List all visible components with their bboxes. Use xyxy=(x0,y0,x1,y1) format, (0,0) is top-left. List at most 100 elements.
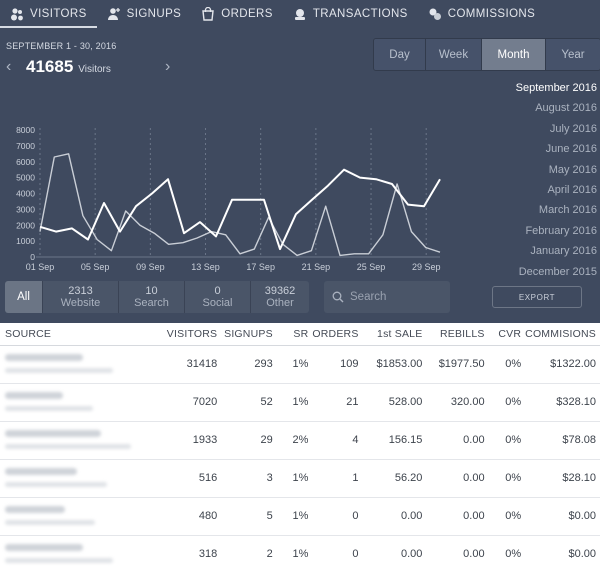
search-box xyxy=(324,281,450,313)
cell-signups: 293 xyxy=(221,344,277,383)
cell-sr: 2% xyxy=(276,420,313,459)
tab-signups[interactable]: SIGNUPS xyxy=(97,0,192,28)
cell-visitors: 318 xyxy=(163,534,222,573)
column-header[interactable]: COMMISIONS xyxy=(525,327,596,340)
y-tick-label: 7000 xyxy=(16,141,35,151)
column-header[interactable]: REBILLS xyxy=(439,327,485,340)
table-row[interactable]: 516 3 1% 1 56.20 0.00 0% $28.10 xyxy=(0,458,600,497)
cell-commissions: $78.08 xyxy=(525,420,600,459)
y-tick-label: 6000 xyxy=(16,157,35,167)
cell-first-sale: 0.00 xyxy=(362,534,427,573)
cell-visitors: 516 xyxy=(163,458,222,497)
x-tick-label: 21 Sep xyxy=(302,262,331,272)
y-tick-label: 3000 xyxy=(16,204,35,214)
source-cell-redacted xyxy=(0,458,164,497)
filter-label: Website xyxy=(60,297,101,309)
filter-label: All xyxy=(17,291,30,303)
cell-cvr: 0% xyxy=(488,344,526,383)
cell-sr: 1% xyxy=(276,382,313,421)
tab-visitors[interactable]: VISITORS xyxy=(0,0,97,28)
chevron-left-icon[interactable]: ‹ xyxy=(6,58,12,75)
source-filter-group: All 2313 Website 10 Search 0 Social 3936… xyxy=(5,281,309,313)
x-tick-label: 01 Sep xyxy=(26,262,55,272)
source-cell-redacted xyxy=(0,420,164,459)
month-item[interactable]: May 2016 xyxy=(548,163,597,176)
cell-orders: 21 xyxy=(312,382,363,421)
filter-all-button[interactable]: All xyxy=(5,281,43,313)
cell-sr: 1% xyxy=(276,344,313,383)
filter-count: 10 xyxy=(145,285,158,297)
visitor-count: 41685 xyxy=(26,57,74,76)
month-item[interactable]: April 2016 xyxy=(547,183,597,196)
table-row[interactable]: 7020 52 1% 21 528.00 320.00 0% $328.10 xyxy=(0,382,600,421)
filter-search-button[interactable]: 10 Search xyxy=(119,281,185,313)
search-input[interactable] xyxy=(350,291,446,303)
cell-sr: 1% xyxy=(276,496,313,535)
cell-rebills: $1977.50 xyxy=(426,344,489,383)
x-tick-label: 17 Sep xyxy=(246,262,275,272)
column-header[interactable]: ORDERS xyxy=(312,327,359,340)
filter-count: 39362 xyxy=(264,285,296,297)
cell-visitors: 1933 xyxy=(163,420,222,459)
column-header[interactable]: 1st SALE xyxy=(377,327,423,340)
cell-visitors: 7020 xyxy=(163,382,222,421)
cell-rebills: 0.00 xyxy=(426,420,489,459)
visitors-line-chart: 01 Sep 05 Sep 09 Sep 13 Sep 17 Sep 21 Sep 25 S… xyxy=(16,125,441,272)
month-item[interactable]: September 2016 xyxy=(515,82,597,94)
column-header[interactable]: SR xyxy=(293,327,309,340)
cell-orders: 0 xyxy=(312,496,363,535)
y-tick-label: 2000 xyxy=(16,220,35,230)
source-cell-redacted xyxy=(0,382,164,421)
cell-signups: 52 xyxy=(221,382,277,421)
export-button[interactable]: EXPORT xyxy=(492,286,582,308)
cell-signups: 5 xyxy=(221,496,277,535)
cell-first-sale: 56.20 xyxy=(362,458,427,497)
column-header[interactable]: SIGNUPS xyxy=(224,327,273,340)
filter-other-button[interactable]: 39362 Other xyxy=(251,281,309,313)
tab-orders[interactable]: ORDERS xyxy=(191,0,283,28)
column-header[interactable]: CVR xyxy=(498,327,522,340)
source-cell-redacted xyxy=(0,496,164,535)
x-tick-label: 25 Sep xyxy=(357,262,386,272)
column-header[interactable]: VISITORS xyxy=(166,327,218,340)
period-month-button[interactable]: Month xyxy=(482,39,546,70)
cell-rebills: 0.00 xyxy=(426,534,489,573)
month-item[interactable]: July 2016 xyxy=(549,122,597,135)
cell-rebills: 0.00 xyxy=(426,496,489,535)
period-week-button[interactable]: Week xyxy=(426,39,482,70)
month-item[interactable]: August 2016 xyxy=(535,102,597,115)
month-item[interactable]: June 2016 xyxy=(545,143,597,156)
cell-first-sale: 0.00 xyxy=(362,496,427,535)
tab-commissions[interactable]: COMMISSIONS xyxy=(418,0,545,28)
month-item[interactable]: March 2016 xyxy=(538,204,597,217)
period-day-button[interactable]: Day xyxy=(374,39,426,70)
top-navigation: VISITORS SIGNUPS ORDERS TRANSACTIONS COM… xyxy=(0,0,600,28)
month-item[interactable]: January 2016 xyxy=(530,245,597,258)
y-tick-label: 4000 xyxy=(16,189,35,199)
tab-transactions[interactable]: TRANSACTIONS xyxy=(283,0,418,28)
y-tick-label: 0 xyxy=(30,252,35,262)
table-row[interactable]: 1933 29 2% 4 156.15 0.00 0% $78.08 xyxy=(0,420,600,459)
table-row[interactable]: 31418 293 1% 109 $1853.00 $1977.50 0% $1322.00 xyxy=(0,344,600,383)
visitor-count-label: Visitors xyxy=(78,63,111,75)
month-item[interactable]: February 2016 xyxy=(525,224,597,237)
search-icon xyxy=(332,291,344,303)
period-year-button[interactable]: Year xyxy=(546,39,600,70)
cell-signups: 3 xyxy=(221,458,277,497)
cell-signups: 29 xyxy=(221,420,277,459)
column-header[interactable]: SOURCE xyxy=(5,327,52,340)
table-row[interactable]: 318 2 1% 0 0.00 0.00 0% $0.00 xyxy=(0,534,600,573)
month-item[interactable]: December 2015 xyxy=(518,265,597,278)
table-row[interactable]: 480 5 1% 0 0.00 0.00 0% $0.00 xyxy=(0,496,600,535)
cell-orders: 4 xyxy=(312,420,363,459)
cell-signups: 2 xyxy=(221,534,277,573)
cell-cvr: 0% xyxy=(488,534,526,573)
x-tick-label: 13 Sep xyxy=(191,262,220,272)
cell-commissions: $0.00 xyxy=(525,496,600,535)
chevron-right-icon[interactable]: › xyxy=(165,58,171,75)
filter-website-button[interactable]: 2313 Website xyxy=(43,281,119,313)
cell-first-sale: $1853.00 xyxy=(362,344,427,383)
cell-cvr: 0% xyxy=(488,420,526,459)
x-tick-label: 05 Sep xyxy=(81,262,110,272)
filter-social-button[interactable]: 0 Social xyxy=(185,281,251,313)
